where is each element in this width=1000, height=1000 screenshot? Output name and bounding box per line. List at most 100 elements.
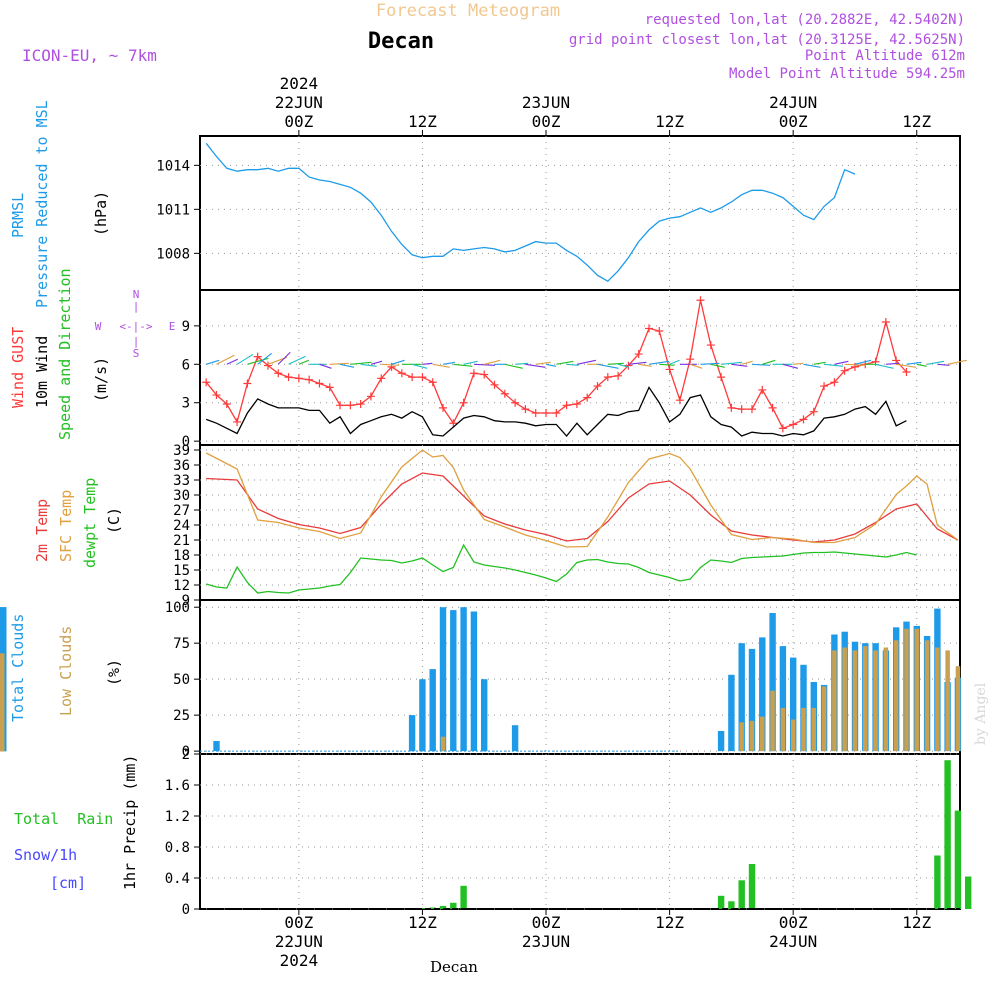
bar-total-rain [717, 895, 725, 909]
gust-marker [397, 369, 406, 378]
wind-direction-arrow [329, 362, 349, 365]
gridpoint-coords: grid point closest lon,lat (20.3125E, 42… [569, 32, 965, 48]
wind-direction-arrow [566, 363, 579, 366]
bar-total-rain [738, 880, 745, 909]
y-tick-label: 1.6 [165, 778, 190, 794]
wind-direction-arrow [916, 363, 927, 367]
y-tick-label: 18 [173, 548, 190, 564]
bar-total-clouds [728, 674, 735, 752]
gust-marker [284, 373, 293, 382]
y-tick-label: 0 [182, 434, 190, 450]
wind-direction-arrow [659, 363, 675, 366]
bar-low-clouds [0, 686, 5, 752]
bar-total-clouds [738, 643, 745, 752]
y-tick-label: 2 [182, 747, 190, 763]
wind-10m-label: 10m Wind [33, 336, 51, 408]
y-tick-label: 75 [173, 636, 190, 652]
top-time-label: 23JUN [522, 93, 570, 112]
wind-panel-labels: Wind GUST 10m Wind Speed and Direction (… [9, 268, 175, 440]
top-time-label: 12Z [408, 112, 437, 131]
bar-low-clouds [801, 707, 806, 752]
wind-direction-arrow [741, 360, 753, 365]
gust-marker [469, 369, 478, 378]
wind-direction-arrow [504, 363, 523, 369]
gust-marker [902, 367, 911, 376]
gust-marker [778, 424, 787, 433]
top-time-label: 24JUN [769, 93, 817, 112]
gust-marker [696, 296, 705, 305]
bar-low-clouds [739, 722, 744, 752]
pressure-frame [199, 135, 961, 291]
wind-direction-arrow [206, 359, 220, 365]
compass-w: W [95, 320, 102, 333]
gust-marker [675, 396, 684, 405]
wind-direction-arrow [854, 359, 872, 365]
compass-legend: N | W <-|-> E | S [95, 288, 176, 360]
model-altitude: Model Point Altitude 594.25m [729, 66, 965, 82]
pressure-name-2: Pressure Reduced to MSL [33, 100, 51, 308]
gust-marker [511, 398, 520, 407]
precip-frame [199, 753, 961, 910]
precip-axis-label: 1hr Precip (mm) [121, 755, 139, 890]
compass-h: <-|-> [119, 320, 152, 333]
y-tick-label: 36 [173, 458, 190, 474]
gust-marker [562, 401, 571, 410]
bar-total-clouds [460, 607, 467, 752]
wind-direction-arrow [432, 363, 450, 368]
gust-marker [727, 403, 736, 412]
gust-marker [490, 380, 499, 389]
requested-coords: requested lon,lat (20.2882E, 42.5402N) [645, 12, 965, 28]
wind-direction-arrow [690, 363, 703, 369]
bar-total-clouds [439, 607, 447, 752]
bar-total-clouds [450, 610, 457, 752]
clouds-unit: (%) [105, 659, 123, 686]
wind-direction-arrow [648, 360, 670, 365]
gust-marker [366, 392, 375, 401]
wind-direction-arrow [556, 360, 574, 365]
series-line-sfc-temp [205, 449, 959, 548]
wind-direction-arrow [411, 363, 428, 369]
wind-direction-arrow [947, 359, 967, 365]
gust-marker [521, 405, 530, 414]
gust-marker [346, 401, 355, 410]
bar-low-clouds [883, 647, 889, 752]
series-line-2m-temp [206, 472, 959, 543]
precip-panel-labels: Total Rain Snow/1h [cm] 1hr Precip (mm) [14, 755, 139, 892]
bar-total-rain [954, 810, 962, 909]
wind-direction-arrow [545, 363, 557, 367]
gust-marker [717, 373, 726, 382]
y-tick-label: 25 [173, 708, 190, 724]
bottom-time-label: 00Z [532, 913, 561, 932]
y-tick-label: 9 [182, 593, 190, 609]
top-time-label: 00Z [532, 112, 561, 131]
wind-direction-arrow [638, 363, 652, 367]
bar-total-clouds [419, 679, 426, 752]
gust-marker [614, 371, 623, 380]
wind-direction-arrow [370, 360, 383, 365]
wind-direction-arrow [834, 360, 849, 365]
bar-low-clouds [780, 707, 786, 752]
gust-marker [336, 401, 345, 410]
gust-marker [500, 389, 509, 398]
y-tick-label: 0 [182, 902, 190, 918]
gust-marker [377, 374, 386, 383]
top-time-label: 12Z [902, 112, 931, 131]
wind-direction-arrow [442, 361, 456, 365]
wind-direction-arrow [721, 361, 743, 365]
bar-total-rain [934, 855, 941, 909]
gust-marker [737, 405, 746, 414]
gust-marker [830, 378, 839, 387]
bar-total-rain [419, 908, 426, 909]
bar-low-clouds [924, 640, 930, 752]
precip-panel: 0 0.4 0.8 1.2 1.6 2 [165, 747, 972, 918]
bar-low-clouds [821, 686, 827, 752]
bar-low-clouds [873, 650, 878, 752]
gust-marker [222, 400, 231, 409]
compass-e: E [169, 320, 176, 333]
wind-gust-label: Wind GUST [9, 327, 27, 408]
y-tick-label: 15 [173, 563, 190, 579]
footer-location: Decan [430, 958, 478, 976]
top-time-label: 22JUN [275, 93, 323, 112]
bar-low-clouds [914, 628, 919, 752]
wind-direction-arrow [824, 363, 844, 367]
